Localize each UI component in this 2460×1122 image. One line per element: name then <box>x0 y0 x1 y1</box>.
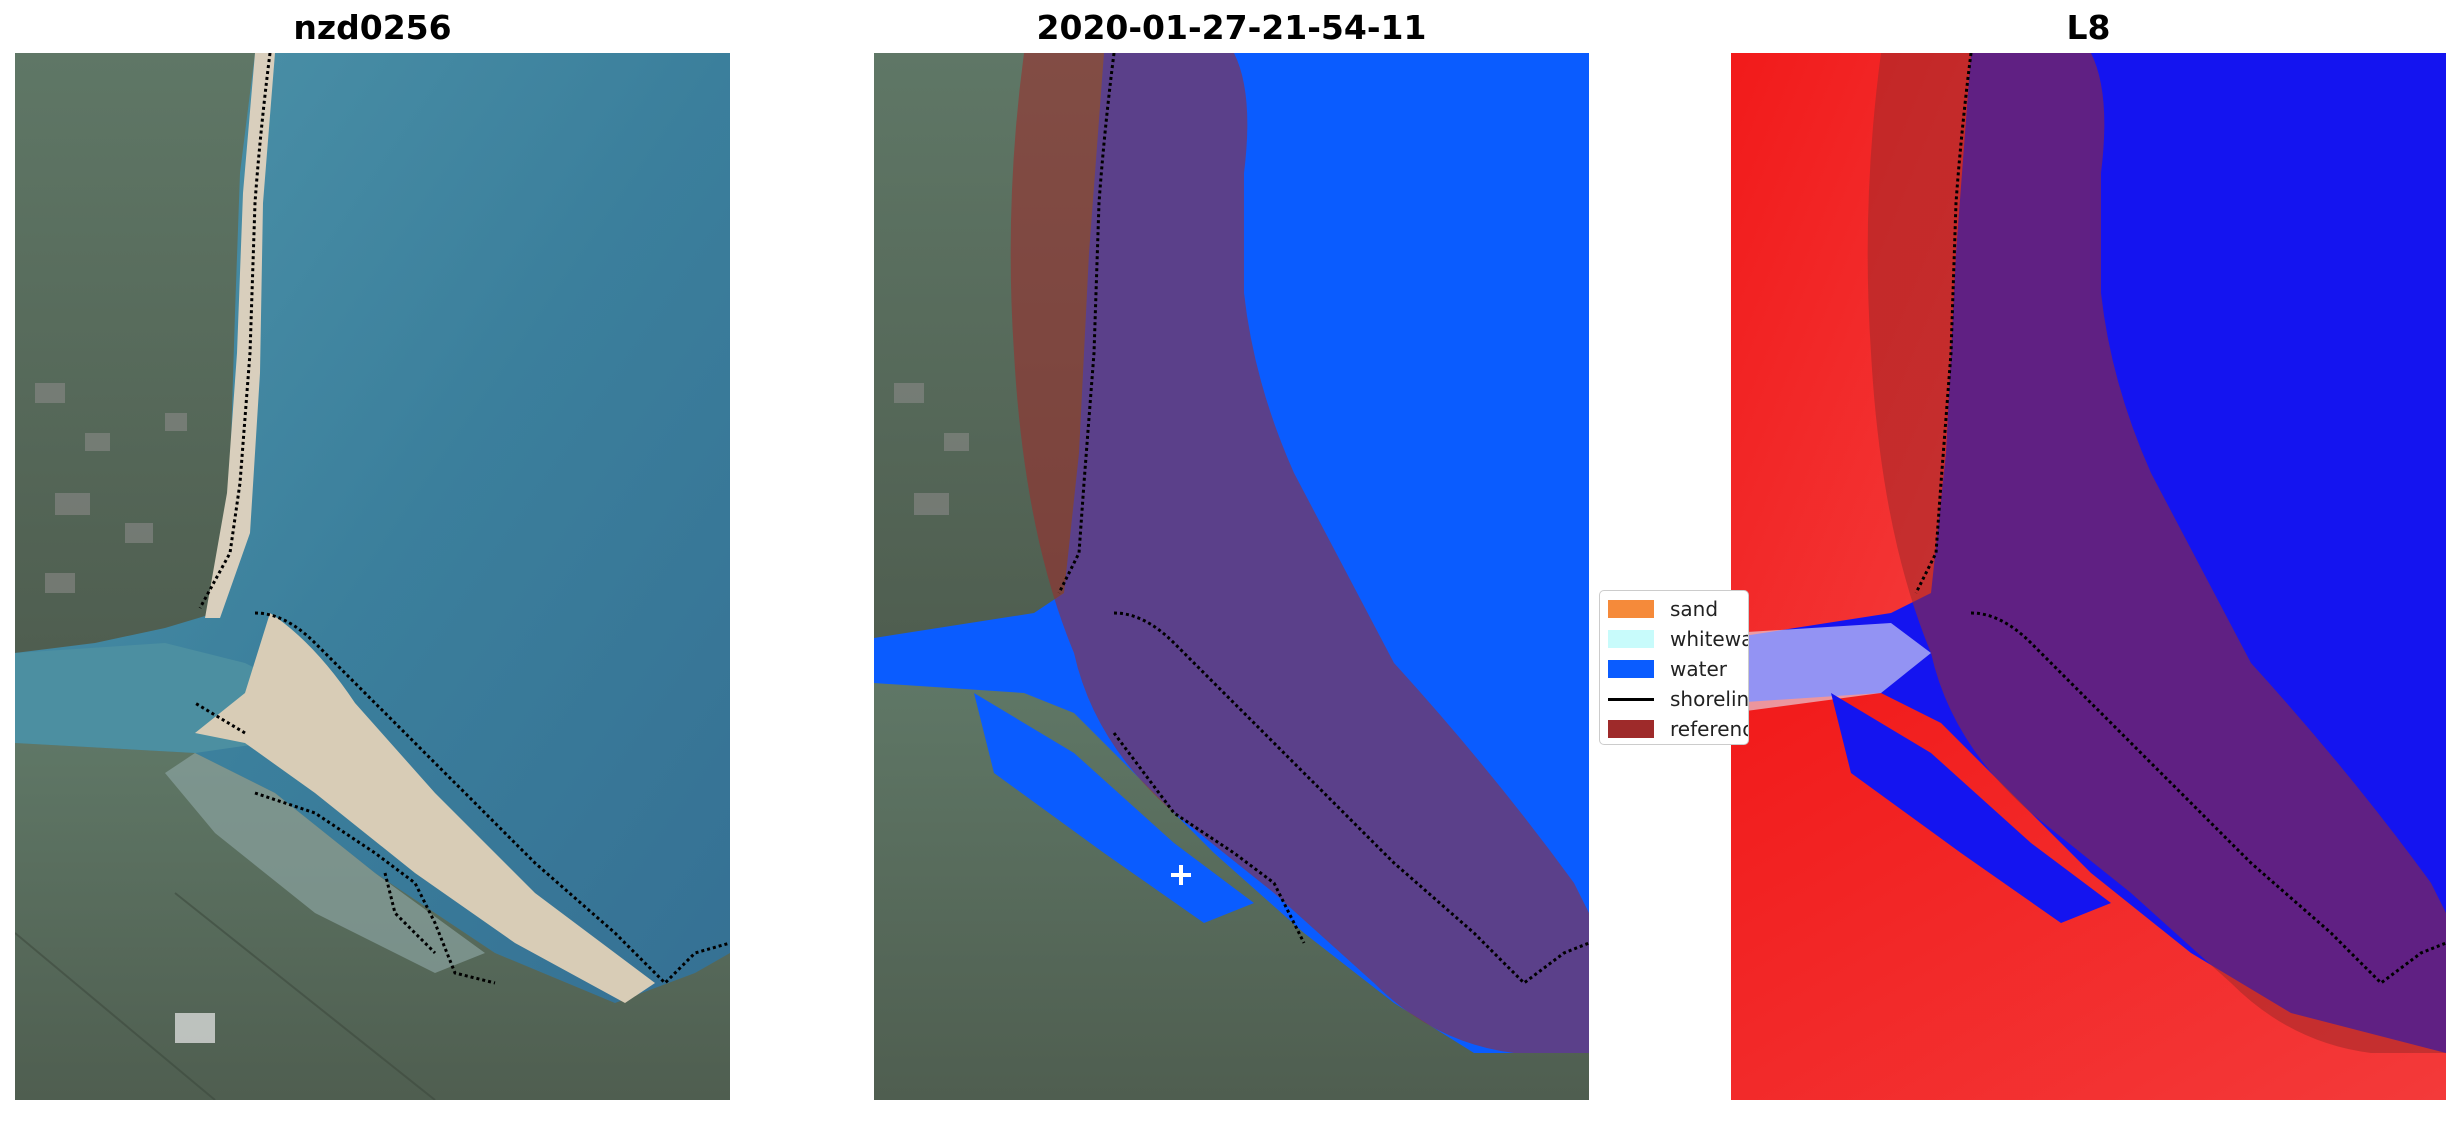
legend-item-whitewater: whitewater <box>1608 627 1748 651</box>
houses <box>894 383 969 515</box>
legend-label-water: water <box>1670 657 1727 681</box>
rgb-image-panel <box>15 53 730 1100</box>
panel-title-date: 2020-01-27-21-54-11 <box>1036 8 1427 47</box>
classification-panel <box>874 53 1589 1100</box>
estuary-water <box>1831 693 2111 923</box>
legend-item-sand: sand <box>1608 597 1748 621</box>
sand-spit <box>195 613 655 1003</box>
legend-item-shoreline: shoreline <box>1608 687 1749 711</box>
estuary-water <box>974 693 1254 923</box>
legend-swatch-sand <box>1608 600 1654 618</box>
legend-swatch-whitewater <box>1608 630 1654 648</box>
legend-label-sand: sand <box>1670 597 1719 621</box>
legend-label-shoreline: shoreline <box>1670 687 1749 711</box>
tidal-flat <box>165 753 485 973</box>
legend-item-reference-buffer: reference shoreline buffer <box>1608 717 1748 741</box>
panel-title-image-name: nzd0256 <box>293 8 452 47</box>
shoreline <box>1057 53 1589 985</box>
panel-title-satellite: L8 <box>2066 8 2111 47</box>
legend: sand whitewater water shoreline referenc… <box>1599 590 1749 745</box>
houses <box>35 383 187 593</box>
reference-buffer <box>1010 53 1589 1053</box>
legend-label-whitewater: whitewater <box>1670 627 1748 651</box>
estuary-transition <box>1731 623 1931 713</box>
shoreline <box>1914 53 2446 985</box>
northern-beach <box>205 53 275 618</box>
legend-swatch-water <box>1608 660 1654 678</box>
reference-buffer <box>1867 53 2446 1053</box>
reference-point-marker <box>1171 865 1191 885</box>
legend-line-shoreline <box>1608 698 1654 701</box>
building <box>175 1013 215 1043</box>
index-panel <box>1731 53 2446 1100</box>
field-boundaries <box>15 892 436 1100</box>
legend-item-water: water <box>1608 657 1748 681</box>
legend-swatch-reference-buffer <box>1608 720 1654 738</box>
legend-label-reference-buffer: reference shoreline buffer <box>1670 717 1748 741</box>
